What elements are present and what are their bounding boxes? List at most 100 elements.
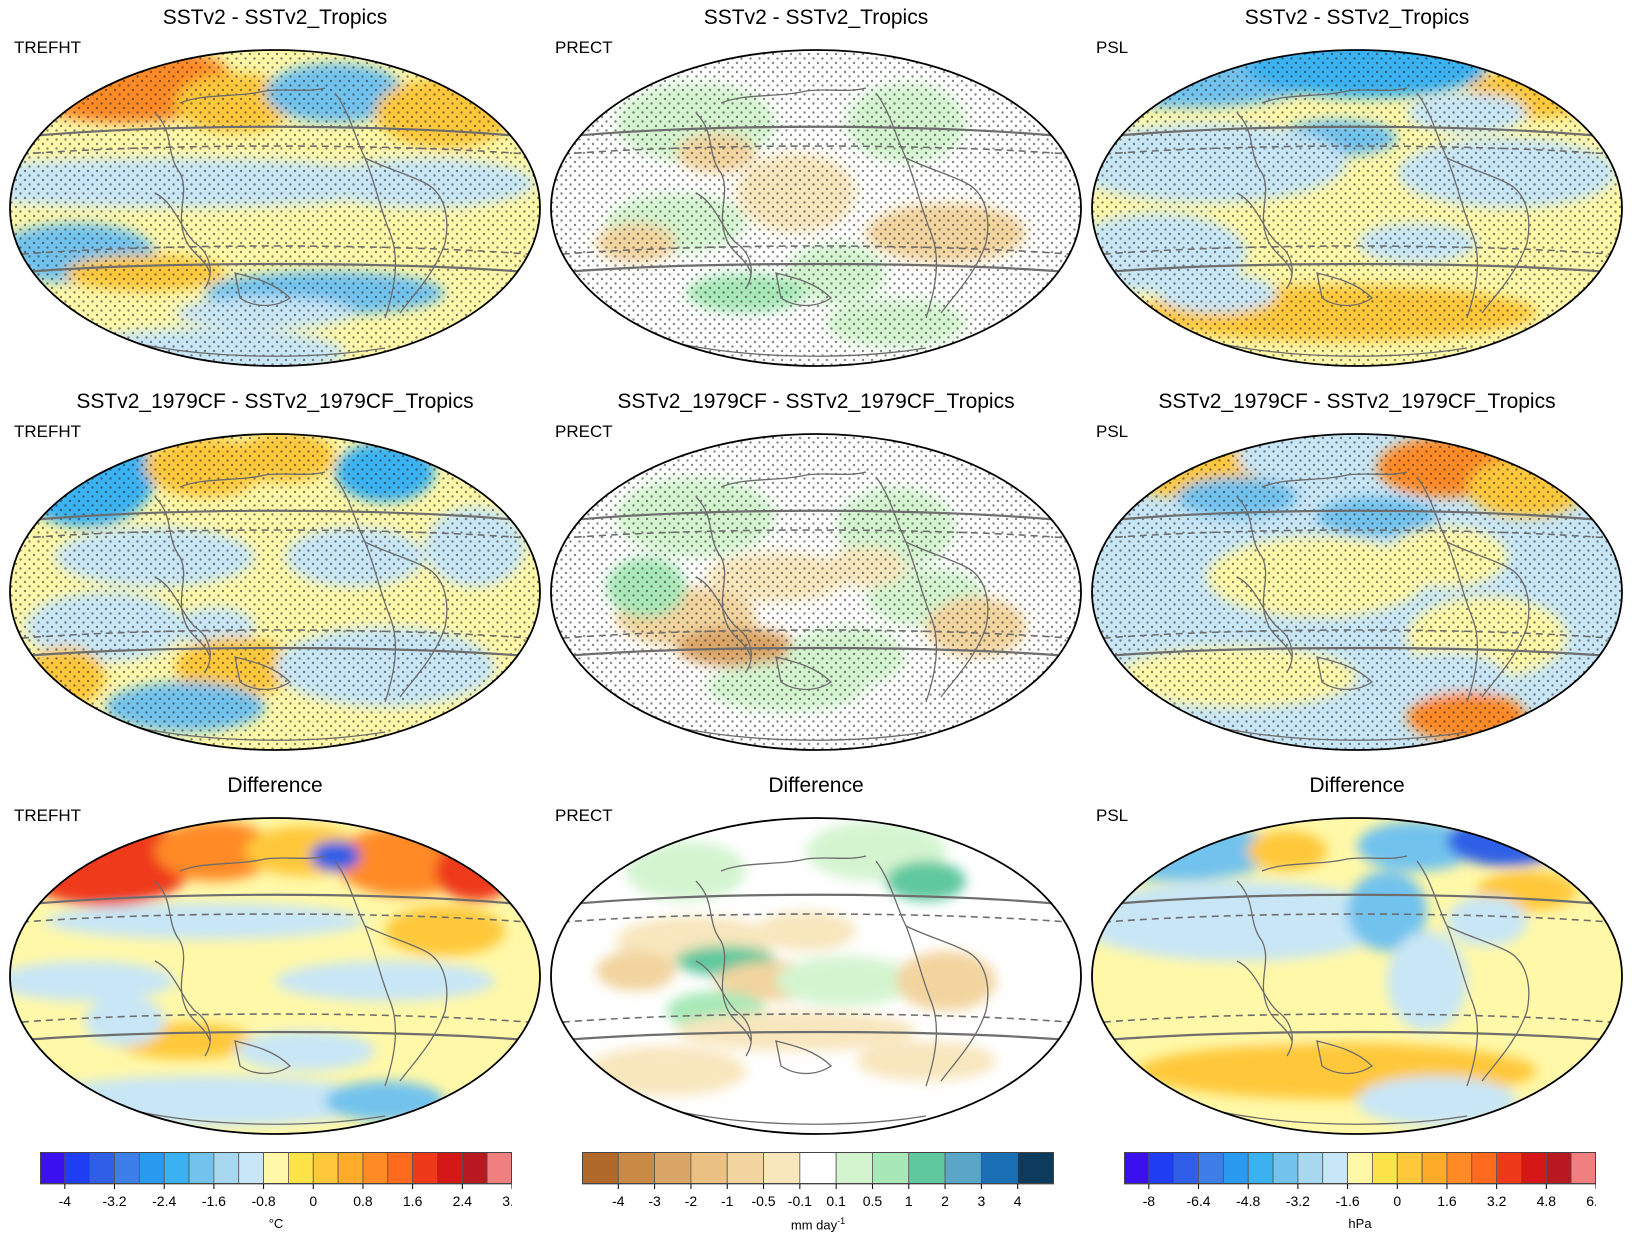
anomaly-region (586, 1046, 746, 1096)
colorbar-swatch (387, 1152, 414, 1185)
map-panel (550, 433, 1082, 751)
panel-variable-label: TREFHT (14, 38, 82, 57)
anomaly-region (85, 996, 165, 1046)
panel-title: SSTv2 - SSTv2_Tropics (1244, 6, 1470, 29)
anomaly-region (155, 821, 275, 881)
colorbar-swatch (288, 1152, 314, 1185)
colorbar-pressure-unit: hPa (1348, 1216, 1372, 1231)
anomaly-region (1247, 831, 1327, 871)
colorbar-swatch (114, 1152, 140, 1185)
colorbar-swatch (1322, 1152, 1348, 1185)
colorbar-tick-label: 4.8 (1537, 1193, 1557, 1209)
colorbar-tick-label: -8 (1143, 1193, 1156, 1209)
colorbar-swatch (690, 1152, 728, 1185)
colorbar-swatch (1247, 1152, 1274, 1185)
panel-variable-label: PSL (1096, 806, 1129, 825)
colorbar-swatch (1017, 1152, 1054, 1185)
map-panel (550, 49, 1082, 367)
colorbar-swatch (654, 1152, 692, 1185)
panel-title: SSTv2_1979CF - SSTv2_1979CF_Tropics (617, 390, 1015, 413)
colorbar-swatch (944, 1152, 982, 1185)
colorbar-tick-label: 6.4 (1586, 1193, 1596, 1209)
anomaly-region (1387, 931, 1467, 1031)
anomaly-region (10, 961, 175, 1001)
panel-title: SSTv2_1979CF - SSTv2_1979CF_Tropics (76, 390, 474, 413)
colorbar-swatch (1545, 1152, 1572, 1185)
anomaly-region (1177, 981, 1357, 1041)
colorbar-tick-label: -1.6 (202, 1193, 226, 1209)
colorbar-swatch (582, 1152, 619, 1185)
panel-title: Difference (227, 774, 323, 797)
map-panel (1091, 433, 1623, 751)
colorbar-tick-label: 2.4 (453, 1193, 473, 1209)
panel-title: SSTv2 - SSTv2_Tropics (703, 6, 929, 29)
anomaly-region (896, 951, 996, 1011)
panel-variable-label: PRECT (555, 806, 613, 825)
colorbar-pressure: -8-6.4-4.8-3.2-1.601.63.24.86.48 (1124, 1152, 1596, 1209)
anomaly-region (626, 841, 746, 901)
anomaly-region (1447, 818, 1567, 866)
colorbar-swatch (40, 1152, 66, 1185)
panel-variable-label: PRECT (555, 38, 613, 57)
colorbar-temperature-unit: °C (268, 1216, 284, 1231)
panel-variable-label: PRECT (555, 422, 613, 441)
colorbar-swatch (1372, 1152, 1398, 1185)
colorbar-swatch (1272, 1152, 1299, 1185)
colorbar-tick-label: -3 (648, 1193, 661, 1209)
colorbar-swatch (89, 1152, 115, 1185)
anomaly-region (235, 1031, 375, 1071)
colorbar-swatch (908, 1152, 946, 1185)
anomaly-region (596, 951, 676, 991)
colorbar-tick-label: -6.4 (1186, 1193, 1210, 1209)
colorbar-swatch (486, 1152, 512, 1185)
anomaly-region (310, 841, 360, 871)
colorbar-swatch (337, 1152, 364, 1185)
colorbar-tick-label: 4 (1014, 1193, 1022, 1209)
colorbar-swatch (437, 1152, 463, 1185)
colorbar-swatch (1198, 1152, 1224, 1185)
colorbar-swatch (1421, 1152, 1448, 1185)
colorbar-tick-label: -4.8 (1236, 1193, 1260, 1209)
colorbar-swatch (1570, 1152, 1596, 1185)
colorbar-swatch (1471, 1152, 1498, 1185)
colorbar-tick-label: -3.2 (1286, 1193, 1310, 1209)
panel-title: Difference (1309, 774, 1405, 797)
colorbar-tick-label: 1.6 (403, 1193, 423, 1209)
colorbar-swatch (238, 1152, 264, 1185)
colorbar-swatch (163, 1152, 190, 1185)
colorbar-swatch (412, 1152, 438, 1185)
map-panel (9, 817, 541, 1135)
colorbar-swatch (1222, 1152, 1249, 1185)
anomaly-region (275, 961, 495, 1001)
map-panel (9, 433, 541, 751)
panel-title: SSTv2 - SSTv2_Tropics (162, 6, 388, 29)
colorbar-tick-label: 0 (1393, 1193, 1401, 1209)
colorbar-swatch (312, 1152, 339, 1185)
colorbar-tick-label: -3.2 (102, 1193, 126, 1209)
colorbar-tick-label: 0.1 (826, 1193, 846, 1209)
anomaly-region (1347, 871, 1427, 951)
colorbar-temperature: -4-3.2-2.4-1.6-0.800.81.62.43.24 (40, 1152, 512, 1209)
colorbar-swatch (1396, 1152, 1423, 1185)
anomaly-region (776, 956, 916, 1006)
colorbar-tick-label: 2 (941, 1193, 949, 1209)
colorbar-tick-label: -4 (612, 1193, 625, 1209)
colorbar-swatch (835, 1152, 873, 1185)
colorbar-tick-label: 1.6 (1437, 1193, 1457, 1209)
colorbar-tick-label: 0.5 (863, 1193, 883, 1209)
colorbar-swatch (1521, 1152, 1547, 1185)
map-panel (1091, 817, 1623, 1135)
anomaly-region (756, 911, 856, 951)
colorbar-swatch (872, 1152, 910, 1185)
colorbar-swatch (763, 1152, 801, 1185)
colorbar-tick-label: 3 (977, 1193, 985, 1209)
colorbar-tick-label: -2 (685, 1193, 698, 1209)
colorbar-tick-label: -4 (59, 1193, 72, 1209)
colorbar-tick-label: 3.2 (1487, 1193, 1507, 1209)
colorbar-swatch (1446, 1152, 1473, 1185)
colorbar-swatch (1496, 1152, 1522, 1185)
colorbar-tick-label: 0.8 (353, 1193, 373, 1209)
colorbar-precipitation-unit: mm day-1 (790, 1216, 846, 1233)
panel-variable-label: TREFHT (14, 806, 82, 825)
